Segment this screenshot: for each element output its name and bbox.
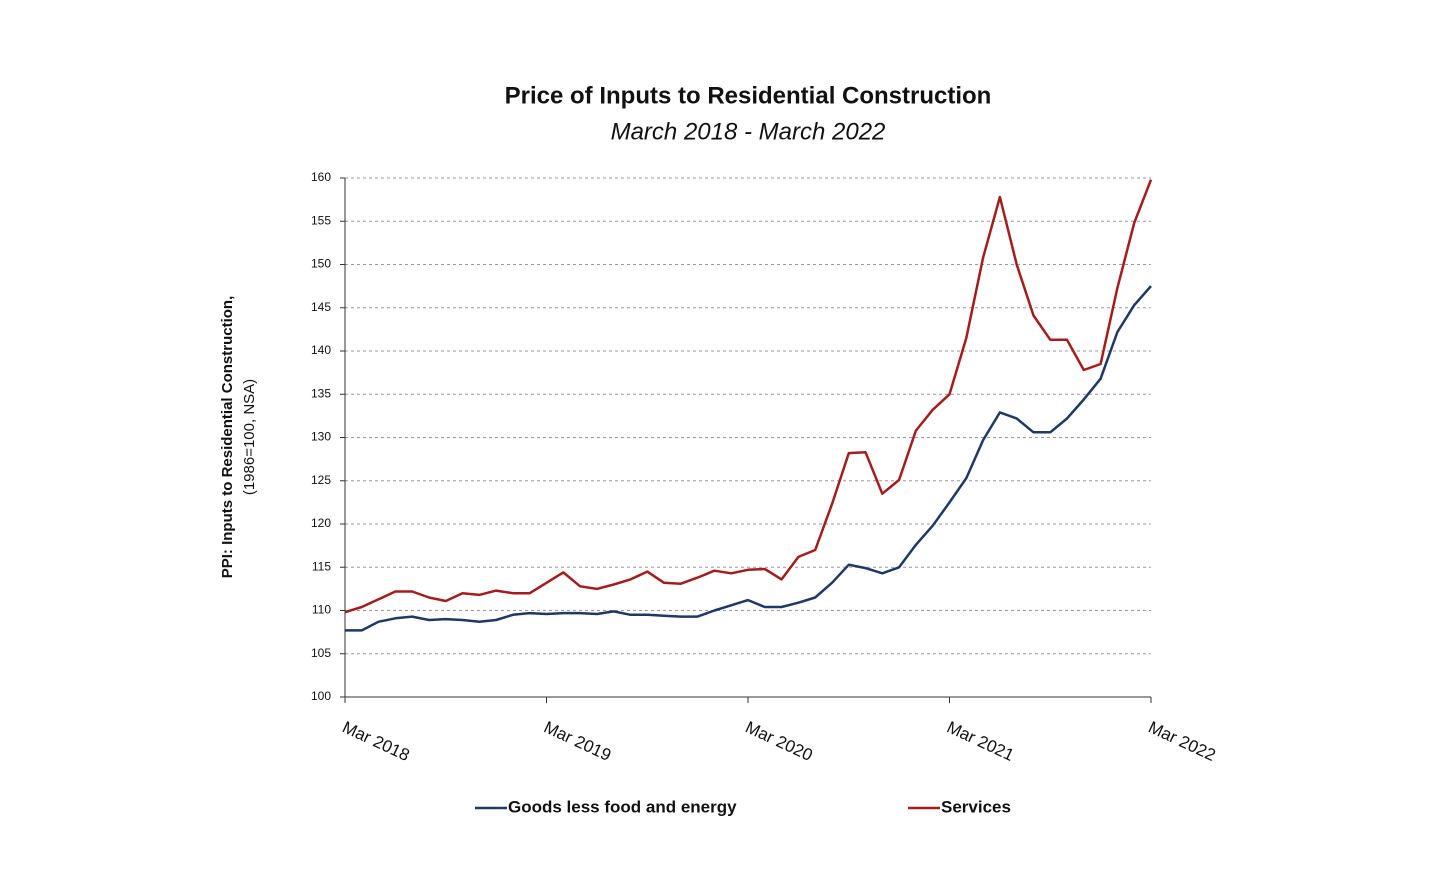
- legend-label: Services: [941, 797, 1011, 816]
- y-tick-label: 160: [311, 170, 331, 184]
- chart-subtitle: March 2018 - March 2022: [611, 118, 886, 145]
- y-tick-label: 130: [311, 430, 331, 444]
- series-line: [344, 179, 1153, 614]
- x-tick-label: Mar 2020: [742, 717, 815, 765]
- x-tick-label: Mar 2022: [1145, 717, 1218, 765]
- y-tick-label: 115: [312, 559, 331, 573]
- legend-label: Goods less food and energy: [508, 797, 737, 816]
- y-tick-label: 155: [311, 213, 331, 227]
- y-tick-label: 120: [311, 516, 331, 530]
- series-line: [345, 285, 1152, 632]
- y-tick-label: 125: [311, 473, 331, 487]
- y-tick-label: 150: [311, 257, 331, 271]
- y-tick-label: 105: [311, 646, 331, 660]
- x-tick-label: Mar 2018: [339, 717, 412, 765]
- x-tick-label: Mar 2019: [541, 717, 614, 765]
- y-tick-label: 145: [311, 300, 331, 314]
- y-tick-label: 110: [312, 603, 331, 617]
- y-tick-label: 140: [311, 343, 331, 357]
- y-tick-label: 100: [311, 689, 331, 703]
- chart-title: Price of Inputs to Residential Construct…: [505, 82, 992, 109]
- y-tick-label: 135: [311, 386, 331, 400]
- x-tick-label: Mar 2021: [944, 717, 1017, 765]
- y-axis-label: PPI: Inputs to Residential Construction,: [219, 296, 236, 579]
- y-axis-label: (1986=100, NSA): [241, 379, 258, 495]
